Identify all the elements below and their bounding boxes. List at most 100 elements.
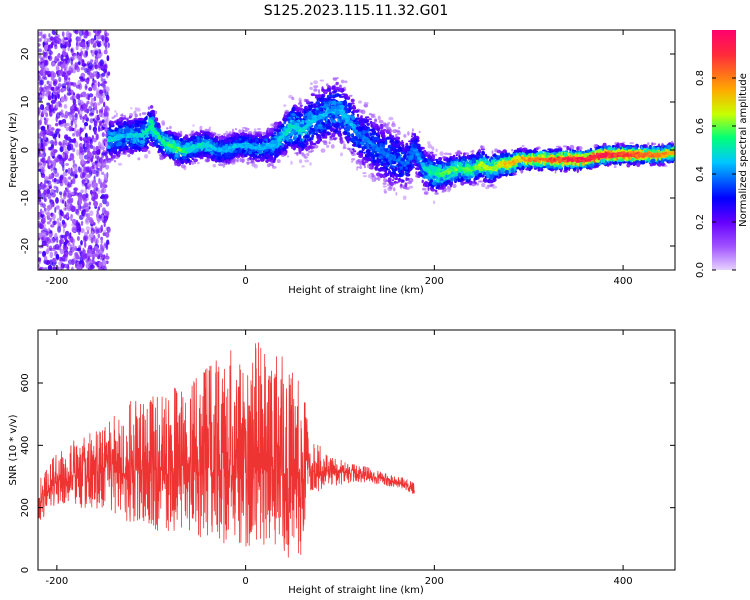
spectrogram-noise-cell	[74, 245, 78, 251]
spectrogram-noise-cell	[99, 59, 105, 67]
spectrogram-noise-cell	[41, 156, 46, 164]
spectrogram-noise-cell	[94, 64, 98, 70]
spectrogram-noise-cell	[42, 203, 46, 209]
spectrogram-noise-cell	[83, 201, 87, 206]
spectrogram-noise-cell	[105, 231, 110, 238]
spectrogram-noise-cell	[89, 59, 94, 63]
spectrogram-noise-cell	[46, 124, 49, 130]
spectrogram-noise-cell	[50, 127, 55, 131]
spectrogram-noise-cell	[100, 239, 104, 244]
spectrogram-noise-cell	[75, 84, 81, 89]
spectrogram-noise-cell	[54, 91, 59, 96]
spectrogram-cell	[364, 116, 370, 119]
spectrogram-cell	[348, 94, 353, 97]
spectrogram-noise-cell	[95, 88, 100, 94]
spectrogram-noise-cell	[105, 210, 110, 217]
spectrogram-noise-cell	[57, 226, 62, 233]
spectrogram-noise-cell	[49, 251, 53, 259]
spectrogram-noise-cell	[96, 117, 101, 121]
spectrogram-noise-cell	[64, 145, 67, 152]
spectrogram-noise-cell	[50, 62, 56, 67]
spectrogram-noise-cell	[77, 61, 81, 65]
spectrogram-cell	[418, 130, 421, 134]
spectrogram-cell	[439, 151, 444, 156]
spectrogram-noise-cell	[94, 50, 97, 56]
spectrogram-noise-cell	[42, 251, 46, 256]
spectrogram-noise-cell	[39, 153, 44, 158]
spectrogram-noise-cell	[101, 171, 105, 175]
spectrogram-cell	[207, 128, 211, 132]
spectrogram-noise-cell	[72, 132, 76, 137]
spectrogram-cell	[542, 149, 547, 152]
spectrogram-noise-cell	[65, 54, 69, 61]
spectrogram-noise-cell	[63, 195, 67, 200]
spectrogram-noise-cell	[53, 245, 57, 250]
spectrogram-cell	[351, 152, 356, 156]
spectrogram-noise-cell	[69, 216, 73, 220]
spectrogram-noise-cell	[90, 101, 93, 107]
spectrogram-cell	[251, 163, 256, 167]
spectrogram-noise-cell	[82, 204, 87, 209]
spectrogram-noise-cell	[69, 138, 74, 143]
spectrogram-noise-cell	[86, 41, 89, 45]
spectrogram-cell	[304, 159, 310, 163]
spectrogram-noise-cell	[102, 259, 107, 267]
spectrogram-noise-cell	[59, 242, 62, 247]
spectrogram-cell	[358, 100, 362, 104]
spectrogram-noise-cell	[43, 117, 47, 121]
spectrogram-noise-cell	[59, 43, 64, 49]
spectrogram-noise-cell	[51, 103, 54, 110]
spectrogram-noise-cell	[85, 94, 88, 100]
spectrogram-noise-cell	[38, 132, 42, 139]
spectrogram-noise-cell	[70, 170, 76, 177]
spectrogram-noise-cell	[85, 262, 90, 269]
spectrogram-noise-cell	[94, 34, 97, 41]
spectrogram-noise-cell	[107, 71, 111, 76]
spectrogram-noise-cell	[65, 82, 70, 86]
spectrogram-noise-cell	[52, 257, 57, 263]
spectrogram-noise-cell	[46, 180, 52, 185]
spectrogram-noise-cell	[78, 226, 82, 233]
spectrogram-noise-cell	[52, 266, 58, 270]
spectrogram-noise-cell	[38, 108, 41, 115]
spectrogram-noise-cell	[50, 144, 55, 149]
spectrogram-noise-cell	[42, 91, 45, 97]
spectrogram-cell	[107, 159, 113, 162]
spectrogram-noise-cell	[94, 58, 99, 64]
spectrogram-noise-cell	[78, 52, 82, 57]
spectrogram-cell	[443, 152, 449, 156]
spectrogram-noise-cell	[94, 192, 98, 200]
spectrogram-cell	[192, 124, 195, 127]
spectrogram-cell	[336, 76, 339, 80]
spectrogram-noise-cell	[71, 259, 75, 266]
spectrogram-noise-cell	[93, 48, 99, 52]
spectrogram-cell	[301, 165, 305, 168]
spectrogram-noise-cell	[61, 31, 65, 37]
spectrogram-noise-cell	[100, 77, 104, 82]
spectrogram-cell	[447, 185, 450, 191]
spectrogram-noise-cell	[56, 217, 60, 225]
spectrogram-noise-cell	[52, 155, 55, 159]
spectrogram-noise-cell	[63, 66, 67, 73]
spectrogram-noise-cell	[106, 96, 110, 101]
spectrogram-noise-cell	[104, 119, 109, 125]
spectrogram-noise-cell	[88, 112, 94, 117]
spectrogram-cell	[392, 179, 394, 182]
spectrogram-noise-cell	[67, 167, 71, 175]
spectrogram-cell	[310, 93, 315, 97]
spectrogram-noise-cell	[81, 210, 85, 217]
spectrogram-noise-cell	[38, 250, 42, 254]
spectrogram-noise-cell	[42, 53, 47, 58]
spectrogram-noise-cell	[77, 212, 80, 217]
spectrogram-noise-cell	[60, 263, 65, 269]
spectrogram-noise-cell	[60, 113, 65, 118]
spectrogram-cell	[114, 110, 117, 113]
spectrogram-noise-cell	[96, 228, 100, 234]
spectrogram-noise-cell	[61, 238, 64, 245]
spectrogram-noise-cell	[60, 54, 64, 62]
spectrogram-noise-cell	[43, 260, 49, 265]
spectrogram-noise-cell	[43, 197, 47, 203]
spectrogram-noise-cell	[100, 236, 103, 241]
spectrogram-noise-cell	[90, 236, 94, 244]
spectrogram-noise-cell	[103, 177, 109, 183]
